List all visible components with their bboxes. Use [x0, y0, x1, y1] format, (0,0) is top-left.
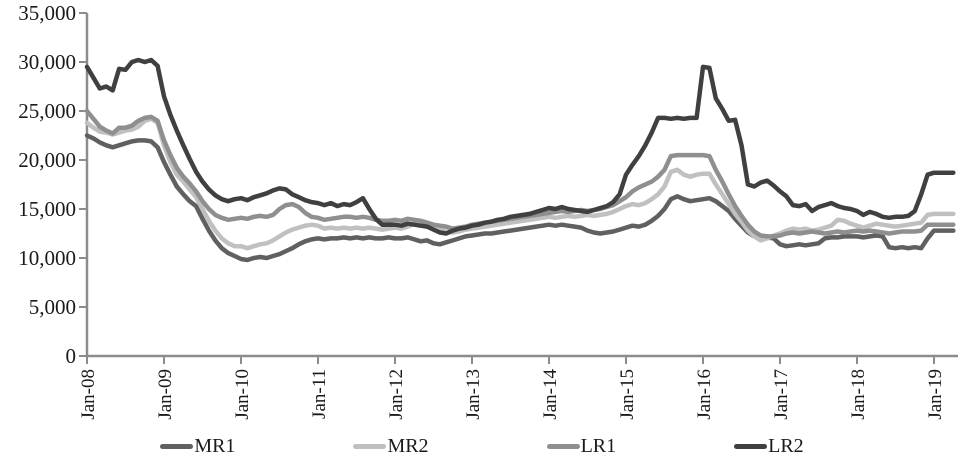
legend-label-lr1: LR1	[580, 435, 617, 457]
x-tick-label: Jan-09	[155, 369, 176, 420]
legend-item-mr1: MR1	[160, 436, 235, 456]
legend-item-mr2: MR2	[353, 435, 429, 457]
y-tick-label: 5,000	[29, 295, 76, 319]
y-tick-label: 0	[66, 344, 77, 368]
y-tick-label: 15,000	[18, 197, 76, 221]
legend-label-lr2: LR2	[768, 435, 804, 457]
y-tick-label: 25,000	[18, 99, 76, 123]
axis-lines	[85, 13, 958, 358]
x-tick-label: Jan-17	[771, 369, 792, 420]
series-line-mr1	[84, 133, 956, 263]
legend-line-swatch-mr2	[353, 443, 387, 449]
legend-label-mr2: MR2	[387, 435, 429, 457]
y-tick-label: 35,000	[18, 1, 76, 25]
x-tick-label: Jan-19	[925, 369, 946, 420]
series-line-mr2	[84, 116, 956, 251]
legend-label-mr1: MR1	[194, 435, 236, 457]
legend-line-swatch-lr2	[734, 443, 768, 449]
x-tick-label: Jan-14	[540, 369, 561, 420]
y-tick-label: 20,000	[18, 148, 76, 172]
x-tick-label: Jan-11	[309, 369, 330, 419]
x-tick-label: Jan-08	[78, 369, 99, 420]
legend-item-lr2: LR2	[734, 436, 804, 456]
legend-line-swatch-mr1	[160, 443, 194, 449]
x-tick-label: Jan-16	[694, 369, 715, 420]
x-tick-label: Jan-18	[848, 369, 869, 420]
x-tick-label: Jan-15	[617, 369, 638, 420]
chart-legend: MR1 MR2 LR1 LR2	[0, 430, 964, 462]
legend-item-lr1: LR1	[546, 435, 617, 457]
x-tick-label: Jan-12	[386, 369, 407, 420]
legend-line-swatch-lr1	[546, 443, 580, 449]
x-tick-label: Jan-13	[463, 369, 484, 420]
series-line-lr2	[84, 57, 956, 236]
x-tick-label: Jan-10	[232, 369, 253, 420]
y-tick-label: 10,000	[18, 246, 76, 270]
y-tick-label: 30,000	[18, 50, 76, 74]
